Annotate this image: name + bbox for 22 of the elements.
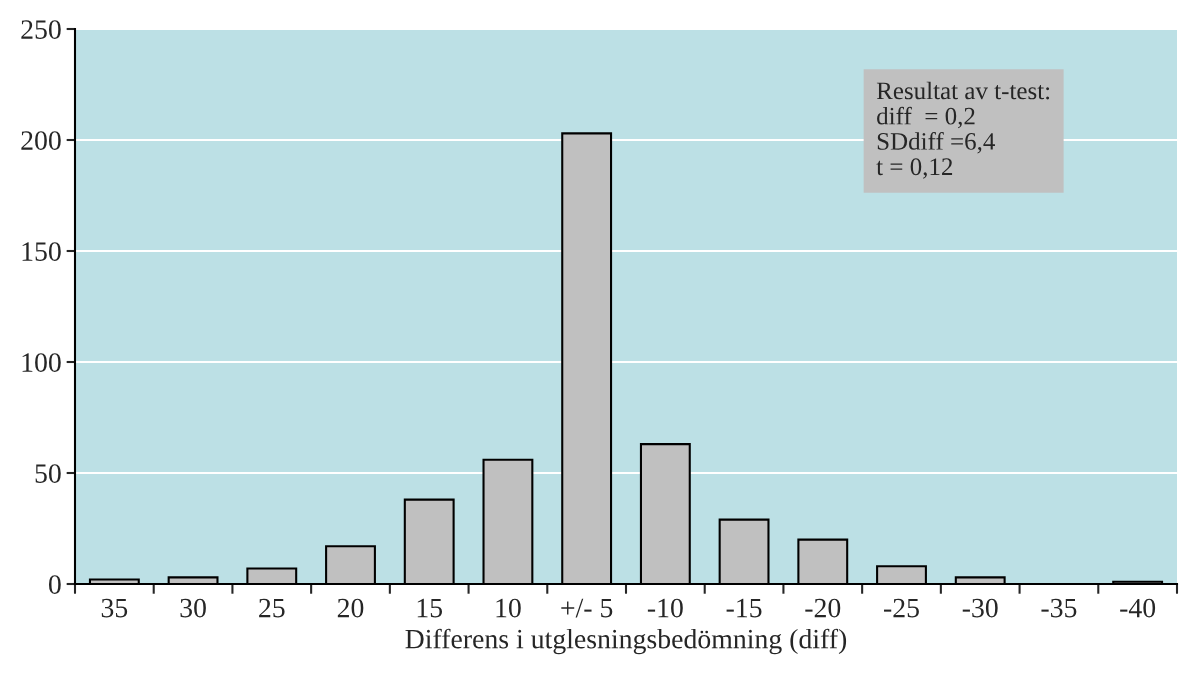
x-tick-label: 10	[496, 598, 521, 618]
x-axis-title: Differens i utglesningsbedömning (diff)	[405, 628, 847, 655]
x-tick-label: -35	[1041, 598, 1077, 618]
x-tick-label: -30	[962, 598, 998, 618]
x-tick-label: -25	[884, 598, 919, 618]
x-tick-label: 20	[337, 598, 364, 618]
y-tick-label: 50	[35, 464, 61, 483]
x-tick-label: +/- 5	[561, 598, 613, 618]
y-tick-label: 200	[21, 131, 61, 150]
x-tick-label: 30	[180, 598, 206, 618]
y-tick-label: 150	[22, 242, 61, 261]
x-tick-label: -15	[726, 598, 762, 618]
x-tick-label: 35	[101, 598, 128, 618]
x-tick-label: 15	[417, 598, 443, 618]
x-tick-label: -20	[805, 598, 841, 618]
x-tick-label: 25	[259, 598, 285, 618]
y-tick-label: 100	[22, 353, 61, 372]
y-tick-label: 0	[48, 575, 61, 594]
x-tick-label: -40	[1120, 598, 1156, 618]
annotation: Resultat av t-test: diff = 0,2 SDdiff =6,4 t = 0,12	[876, 81, 1050, 179]
x-tick-label: -10	[647, 598, 683, 618]
y-tick-label: 250	[21, 20, 61, 39]
